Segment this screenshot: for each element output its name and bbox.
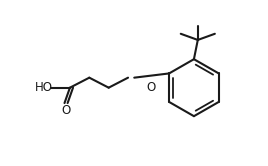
Text: HO: HO <box>35 81 53 94</box>
Text: O: O <box>61 104 71 117</box>
Text: O: O <box>147 81 156 94</box>
